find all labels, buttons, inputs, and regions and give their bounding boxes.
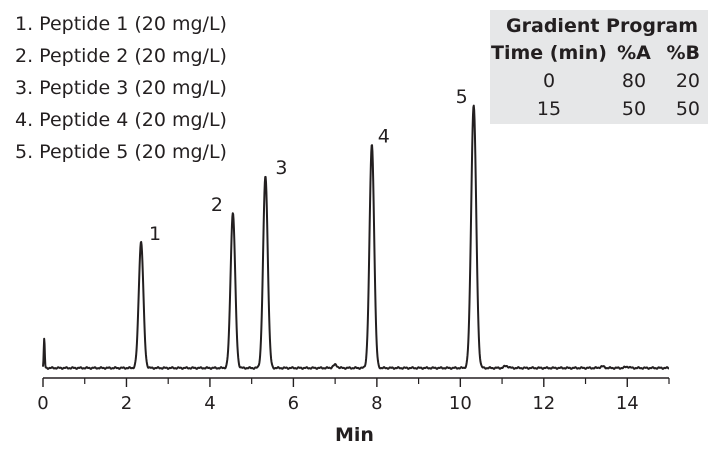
gradient-header-row: Time (min) %A %B: [490, 39, 700, 67]
gradient-cell: 15: [536, 98, 562, 120]
peptide-legend: 1. Peptide 1 (20 mg/L) 2. Peptide 2 (20 …: [15, 8, 227, 168]
peak-label: 1: [149, 223, 161, 245]
header-time: Time (min): [491, 42, 607, 64]
x-tick-label: 14: [616, 393, 639, 414]
x-tick-label: 6: [288, 393, 299, 414]
x-tick-label: 2: [121, 393, 132, 414]
gradient-program-table: Time (min) %A %B 0 80 20 15 50 50: [490, 39, 700, 123]
header-percent-b: %B: [666, 42, 700, 64]
x-tick-label: 12: [532, 393, 555, 414]
x-tick-label: 4: [204, 393, 215, 414]
legend-item: 5. Peptide 5 (20 mg/L): [15, 141, 227, 163]
gradient-cell: 50: [675, 98, 700, 120]
chromatogram-line: [42, 104, 670, 370]
x-axis: 0 2 4 6 8 10 12 14: [37, 377, 670, 414]
gradient-cell: 50: [621, 98, 647, 120]
header-percent-a: %A: [617, 42, 651, 64]
gradient-program-box: Gradient Program Time (min) %A %B 0 80 2…: [490, 10, 708, 124]
x-axis-label: Min: [335, 424, 374, 446]
gradient-row: 15 50 50: [490, 95, 700, 123]
gradient-cell: 80: [621, 70, 647, 92]
legend-item: 2. Peptide 2 (20 mg/L): [15, 45, 227, 67]
legend-item: 3. Peptide 3 (20 mg/L): [15, 77, 227, 99]
x-tick-label: 8: [371, 393, 382, 414]
peak-label: 3: [275, 157, 287, 179]
legend-item: 1. Peptide 1 (20 mg/L): [15, 13, 227, 35]
gradient-cell: 0: [542, 70, 556, 92]
peak-label: 4: [378, 125, 390, 147]
x-tick-label: 10: [449, 393, 472, 414]
chromatogram-trace: [42, 104, 670, 370]
gradient-row: 0 80 20: [490, 67, 700, 95]
peak-labels: 1 2 3 4 5: [149, 86, 468, 245]
gradient-cell: 20: [675, 70, 700, 92]
gradient-program-title: Gradient Program: [506, 15, 698, 37]
peak-label: 2: [211, 194, 223, 216]
legend-item: 4. Peptide 4 (20 mg/L): [15, 109, 227, 131]
peak-label: 5: [456, 86, 468, 108]
x-tick-label: 0: [37, 393, 48, 414]
